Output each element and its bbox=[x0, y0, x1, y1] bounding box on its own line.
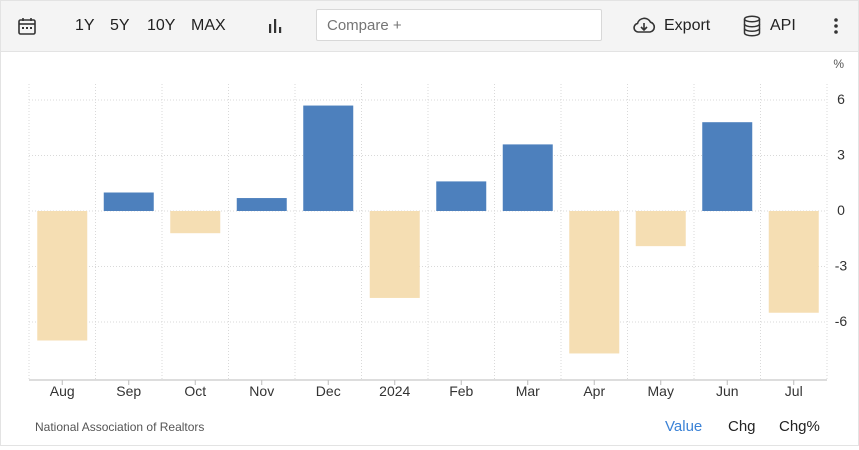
source-label: National Association of Realtors bbox=[35, 420, 205, 434]
bar-may[interactable] bbox=[635, 211, 686, 247]
bar-jun[interactable] bbox=[702, 122, 753, 211]
bar-apr[interactable] bbox=[569, 211, 620, 354]
bar-mar[interactable] bbox=[502, 144, 553, 211]
export-button[interactable]: Export bbox=[631, 1, 710, 51]
export-label: Export bbox=[664, 17, 711, 34]
database-icon bbox=[743, 15, 761, 37]
cloud-download-icon bbox=[633, 17, 656, 33]
x-tick-label: Aug bbox=[50, 383, 75, 399]
x-tick-label: Jun bbox=[716, 383, 739, 399]
y-tick-label: 3 bbox=[837, 147, 845, 163]
view-chg-button[interactable]: Chg bbox=[728, 418, 756, 435]
x-tick-label: Sep bbox=[116, 383, 141, 399]
more-options-icon[interactable] bbox=[831, 1, 841, 51]
x-tick-label: Nov bbox=[249, 383, 274, 399]
api-button[interactable]: API bbox=[742, 1, 796, 51]
view-value-button[interactable]: Value bbox=[665, 418, 703, 435]
x-tick-label: Mar bbox=[516, 383, 540, 399]
range-1y-button[interactable]: 1Y bbox=[75, 17, 95, 34]
x-tick-label: Apr bbox=[583, 383, 605, 399]
range-10y-button[interactable]: 10Y bbox=[147, 17, 176, 34]
view-chg-pct-button[interactable]: Chg% bbox=[779, 418, 820, 435]
y-tick-label: -3 bbox=[835, 258, 848, 274]
bar-dec[interactable] bbox=[303, 105, 354, 211]
y-tick-label: -6 bbox=[835, 313, 848, 329]
api-label: API bbox=[770, 17, 796, 34]
x-tick-label: May bbox=[648, 383, 674, 399]
bar-jul[interactable] bbox=[768, 211, 819, 313]
range-5y-button[interactable]: 5Y bbox=[110, 17, 130, 34]
chart-area: % 6 3 0 -3 -6 Aug Sep Oct Nov Dec 2024 Feb Mar Apr May J… bbox=[1, 52, 858, 445]
calendar-icon[interactable] bbox=[17, 1, 37, 51]
x-tick-label: Dec bbox=[316, 383, 341, 399]
range-max-button[interactable]: MAX bbox=[191, 17, 226, 34]
bar-sep[interactable] bbox=[103, 192, 154, 212]
toolbar: 1Y 5Y 10Y MAX Export bbox=[1, 1, 858, 52]
bar-nov[interactable] bbox=[236, 198, 287, 211]
y-unit-label: % bbox=[833, 57, 844, 71]
x-tick-label: Feb bbox=[449, 383, 473, 399]
bar-oct[interactable] bbox=[170, 211, 221, 234]
chart-type-icon[interactable] bbox=[266, 1, 284, 51]
x-tick-label: 2024 bbox=[379, 383, 410, 399]
compare-input[interactable] bbox=[316, 9, 602, 41]
bar-aug[interactable] bbox=[37, 211, 88, 341]
y-tick-label: 0 bbox=[837, 202, 845, 218]
y-tick-label: 6 bbox=[837, 91, 845, 107]
bar-feb[interactable] bbox=[436, 181, 487, 211]
bar-chart: % 6 3 0 -3 -6 Aug Sep Oct Nov Dec 2024 Feb Mar Apr May J… bbox=[28, 57, 848, 399]
bar-2024[interactable] bbox=[369, 211, 420, 298]
x-tick-label: Oct bbox=[184, 383, 206, 399]
x-tick-label: Jul bbox=[785, 383, 803, 399]
